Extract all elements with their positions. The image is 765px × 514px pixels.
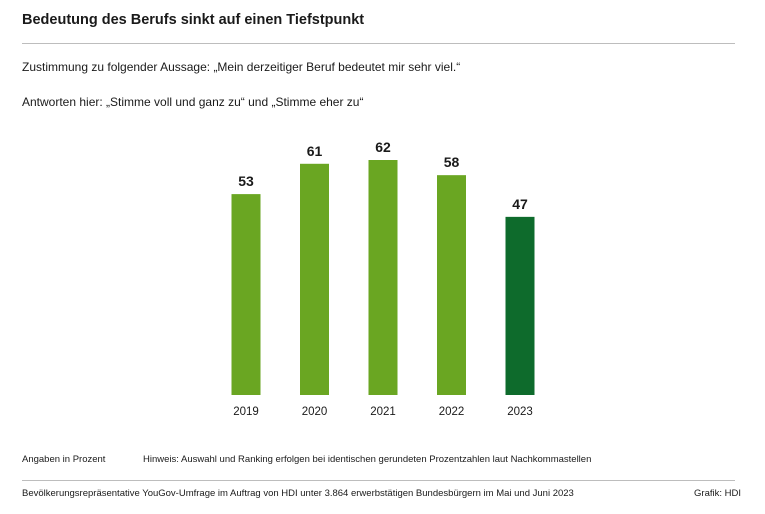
source-note: Bevölkerungsrepräsentative YouGov-Umfrag… xyxy=(22,488,574,499)
bar-2019 xyxy=(231,194,261,395)
data-label-2023: 47 xyxy=(512,196,528,212)
header-divider xyxy=(22,43,735,44)
data-label-2021: 62 xyxy=(375,139,391,155)
x-tick-label-2020: 2020 xyxy=(302,406,328,418)
chart-title: Bedeutung des Berufs sinkt auf einen Tie… xyxy=(22,12,365,28)
bar-2023 xyxy=(505,216,535,395)
bar-2021 xyxy=(368,160,398,395)
data-label-2019: 53 xyxy=(238,173,254,189)
x-tick-label-2022: 2022 xyxy=(439,406,465,418)
bar-2022 xyxy=(437,175,466,395)
unit-note: Angaben in Prozent xyxy=(22,454,106,465)
chart-subtitle-answers: Antworten hier: „Stimme voll und ganz zu… xyxy=(22,95,364,109)
footer-divider xyxy=(22,480,735,481)
x-tick-label-2021: 2021 xyxy=(370,406,396,418)
graphic-credit: Grafik: HDI xyxy=(694,488,741,499)
x-tick-label-2019: 2019 xyxy=(233,406,259,418)
data-label-2020: 61 xyxy=(307,143,323,159)
x-tick-label-2023: 2023 xyxy=(507,406,533,418)
bar-2020 xyxy=(300,163,329,395)
data-label-2022: 58 xyxy=(444,154,460,170)
ranking-hint: Hinweis: Auswahl und Ranking erfolgen be… xyxy=(143,454,592,465)
chart-subtitle-statement: Zustimmung zu folgender Aussage: „Mein d… xyxy=(22,60,461,74)
